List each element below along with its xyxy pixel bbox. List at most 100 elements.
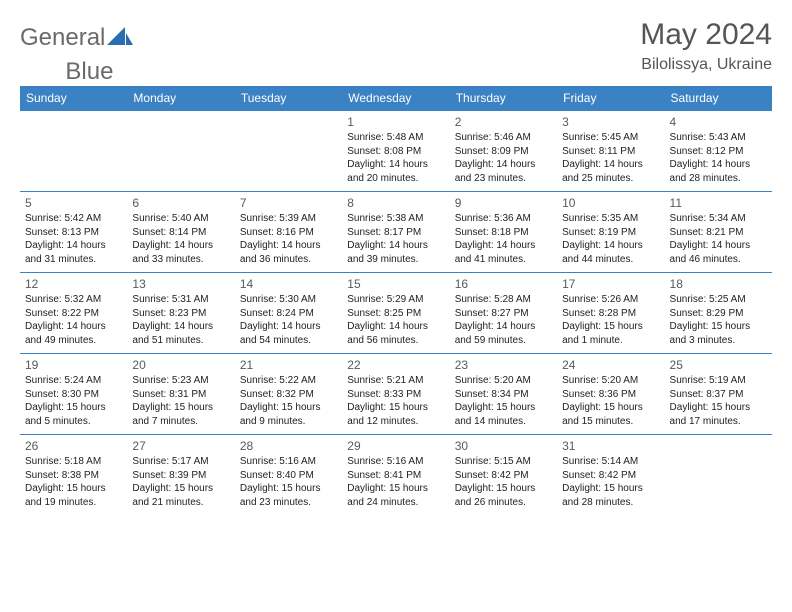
- day-number: 6: [132, 196, 229, 210]
- day-info: Sunrise: 5:48 AMSunset: 8:08 PMDaylight:…: [347, 131, 444, 185]
- day-number: 16: [455, 277, 552, 291]
- day-header: Tuesday: [235, 86, 342, 111]
- day-info: Sunrise: 5:29 AMSunset: 8:25 PMDaylight:…: [347, 293, 444, 347]
- calendar-week-row: 19 Sunrise: 5:24 AMSunset: 8:30 PMDayligh…: [20, 354, 772, 435]
- calendar-body: 1 Sunrise: 5:48 AMSunset: 8:08 PMDaylight…: [20, 111, 772, 516]
- day-number: 8: [347, 196, 444, 210]
- day-number: 15: [347, 277, 444, 291]
- calendar-day-cell: [127, 111, 234, 192]
- calendar-day-cell: 8 Sunrise: 5:38 AMSunset: 8:17 PMDaylight…: [342, 192, 449, 273]
- calendar-day-cell: 28 Sunrise: 5:16 AMSunset: 8:40 PMDayligh…: [235, 435, 342, 516]
- calendar-day-cell: 11 Sunrise: 5:34 AMSunset: 8:21 PMDayligh…: [665, 192, 772, 273]
- calendar-day-cell: 26 Sunrise: 5:18 AMSunset: 8:38 PMDayligh…: [20, 435, 127, 516]
- day-info: Sunrise: 5:16 AMSunset: 8:40 PMDaylight:…: [240, 455, 337, 509]
- brand-part1: General: [20, 24, 105, 52]
- calendar-day-cell: 15 Sunrise: 5:29 AMSunset: 8:25 PMDayligh…: [342, 273, 449, 354]
- day-info: Sunrise: 5:36 AMSunset: 8:18 PMDaylight:…: [455, 212, 552, 266]
- calendar-day-cell: 10Sunrise: 5:35 AMSunset: 8:19 PMDayligh…: [557, 192, 664, 273]
- calendar-day-cell: 25 Sunrise: 5:19 AMSunset: 8:37 PMDayligh…: [665, 354, 772, 435]
- day-info: Sunrise: 5:39 AMSunset: 8:16 PMDaylight:…: [240, 212, 337, 266]
- day-number: 9: [455, 196, 552, 210]
- day-number: 26: [25, 439, 122, 453]
- day-number: 10: [562, 196, 659, 210]
- calendar-day-cell: 13 Sunrise: 5:31 AMSunset: 8:23 PMDayligh…: [127, 273, 234, 354]
- brand-logo: General: [20, 24, 133, 52]
- day-info: Sunrise: 5:19 AMSunset: 8:37 PMDaylight:…: [670, 374, 767, 428]
- day-number: 3: [562, 115, 659, 129]
- calendar-week-row: 26 Sunrise: 5:18 AMSunset: 8:38 PMDayligh…: [20, 435, 772, 516]
- calendar-day-cell: 3Sunrise: 5:45 AMSunset: 8:11 PMDaylight…: [557, 111, 664, 192]
- day-info: Sunrise: 5:20 AMSunset: 8:34 PMDaylight:…: [455, 374, 552, 428]
- day-number: 28: [240, 439, 337, 453]
- page-location: Bilolissya, Ukraine: [640, 56, 772, 74]
- day-info: Sunrise: 5:34 AMSunset: 8:21 PMDaylight:…: [670, 212, 767, 266]
- day-number: 12: [25, 277, 122, 291]
- day-info: Sunrise: 5:18 AMSunset: 8:38 PMDaylight:…: [25, 455, 122, 509]
- day-info: Sunrise: 5:31 AMSunset: 8:23 PMDaylight:…: [132, 293, 229, 347]
- calendar-day-cell: 30 Sunrise: 5:15 AMSunset: 8:42 PMDayligh…: [450, 435, 557, 516]
- day-number: 31: [562, 439, 659, 453]
- day-header: Thursday: [450, 86, 557, 111]
- day-number: 1: [347, 115, 444, 129]
- day-info: Sunrise: 5:23 AMSunset: 8:31 PMDaylight:…: [132, 374, 229, 428]
- day-info: Sunrise: 5:15 AMSunset: 8:42 PMDaylight:…: [455, 455, 552, 509]
- day-info: Sunrise: 5:46 AMSunset: 8:09 PMDaylight:…: [455, 131, 552, 185]
- calendar-day-cell: 5 Sunrise: 5:42 AMSunset: 8:13 PMDaylight…: [20, 192, 127, 273]
- day-number: 5: [25, 196, 122, 210]
- day-info: Sunrise: 5:43 AMSunset: 8:12 PMDaylight:…: [670, 131, 767, 185]
- day-info: Sunrise: 5:14 AMSunset: 8:42 PMDaylight:…: [562, 455, 659, 509]
- day-header: Saturday: [665, 86, 772, 111]
- day-header: Monday: [127, 86, 234, 111]
- calendar-day-cell: 24Sunrise: 5:20 AMSunset: 8:36 PMDayligh…: [557, 354, 664, 435]
- day-number: 20: [132, 358, 229, 372]
- calendar-day-cell: [235, 111, 342, 192]
- day-number: 2: [455, 115, 552, 129]
- calendar-day-cell: 4Sunrise: 5:43 AMSunset: 8:12 PMDaylight…: [665, 111, 772, 192]
- day-number: 19: [25, 358, 122, 372]
- day-header: Friday: [557, 86, 664, 111]
- calendar-day-cell: 22Sunrise: 5:21 AMSunset: 8:33 PMDayligh…: [342, 354, 449, 435]
- calendar-day-cell: 29 Sunrise: 5:16 AMSunset: 8:41 PMDayligh…: [342, 435, 449, 516]
- day-info: Sunrise: 5:16 AMSunset: 8:41 PMDaylight:…: [347, 455, 444, 509]
- calendar-day-cell: 20 Sunrise: 5:23 AMSunset: 8:31 PMDayligh…: [127, 354, 234, 435]
- day-number: 18: [670, 277, 767, 291]
- calendar-day-cell: 9 Sunrise: 5:36 AMSunset: 8:18 PMDaylight…: [450, 192, 557, 273]
- calendar-day-cell: 6 Sunrise: 5:40 AMSunset: 8:14 PMDaylight…: [127, 192, 234, 273]
- day-info: Sunrise: 5:40 AMSunset: 8:14 PMDaylight:…: [132, 212, 229, 266]
- day-info: Sunrise: 5:28 AMSunset: 8:27 PMDaylight:…: [455, 293, 552, 347]
- day-number: 13: [132, 277, 229, 291]
- day-number: 25: [670, 358, 767, 372]
- day-number: 7: [240, 196, 337, 210]
- day-number: 11: [670, 196, 767, 210]
- day-number: 17: [562, 277, 659, 291]
- day-info: Sunrise: 5:24 AMSunset: 8:30 PMDaylight:…: [25, 374, 122, 428]
- day-header-row: SundayMondayTuesdayWednesdayThursdayFrid…: [20, 86, 772, 111]
- day-info: Sunrise: 5:26 AMSunset: 8:28 PMDaylight:…: [562, 293, 659, 347]
- calendar-day-cell: 27Sunrise: 5:17 AMSunset: 8:39 PMDayligh…: [127, 435, 234, 516]
- calendar-week-row: 5 Sunrise: 5:42 AMSunset: 8:13 PMDaylight…: [20, 192, 772, 273]
- calendar-week-row: 12 Sunrise: 5:32 AMSunset: 8:22 PMDayligh…: [20, 273, 772, 354]
- calendar-day-cell: [665, 435, 772, 516]
- calendar-day-cell: 19 Sunrise: 5:24 AMSunset: 8:30 PMDayligh…: [20, 354, 127, 435]
- day-info: Sunrise: 5:17 AMSunset: 8:39 PMDaylight:…: [132, 455, 229, 509]
- calendar-day-cell: 23Sunrise: 5:20 AMSunset: 8:34 PMDayligh…: [450, 354, 557, 435]
- calendar-week-row: 1 Sunrise: 5:48 AMSunset: 8:08 PMDaylight…: [20, 111, 772, 192]
- day-info: Sunrise: 5:32 AMSunset: 8:22 PMDaylight:…: [25, 293, 122, 347]
- day-info: Sunrise: 5:30 AMSunset: 8:24 PMDaylight:…: [240, 293, 337, 347]
- day-number: 29: [347, 439, 444, 453]
- day-info: Sunrise: 5:42 AMSunset: 8:13 PMDaylight:…: [25, 212, 122, 266]
- calendar-day-cell: 18Sunrise: 5:25 AMSunset: 8:29 PMDayligh…: [665, 273, 772, 354]
- brand-part2: Blue: [65, 58, 113, 86]
- day-number: 30: [455, 439, 552, 453]
- day-header: Wednesday: [342, 86, 449, 111]
- day-info: Sunrise: 5:38 AMSunset: 8:17 PMDaylight:…: [347, 212, 444, 266]
- calendar-head: SundayMondayTuesdayWednesdayThursdayFrid…: [20, 86, 772, 111]
- day-number: 21: [240, 358, 337, 372]
- calendar-table: SundayMondayTuesdayWednesdayThursdayFrid…: [20, 86, 772, 515]
- day-number: 22: [347, 358, 444, 372]
- calendar-day-cell: 12 Sunrise: 5:32 AMSunset: 8:22 PMDayligh…: [20, 273, 127, 354]
- calendar-day-cell: 17 Sunrise: 5:26 AMSunset: 8:28 PMDayligh…: [557, 273, 664, 354]
- calendar-day-cell: 31 Sunrise: 5:14 AMSunset: 8:42 PMDayligh…: [557, 435, 664, 516]
- calendar-day-cell: 21Sunrise: 5:22 AMSunset: 8:32 PMDayligh…: [235, 354, 342, 435]
- day-number: 14: [240, 277, 337, 291]
